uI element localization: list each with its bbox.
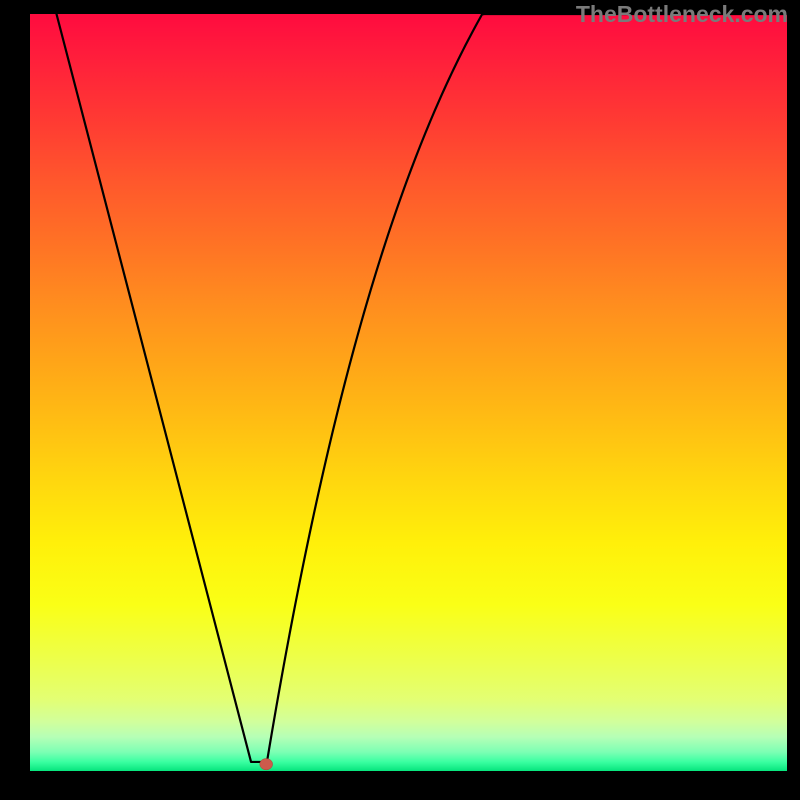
bottleneck-chart [0, 0, 800, 800]
watermark-text: TheBottleneck.com [576, 1, 788, 28]
chart-container: { "chart": { "type": "line", "canvas": {… [0, 0, 800, 800]
